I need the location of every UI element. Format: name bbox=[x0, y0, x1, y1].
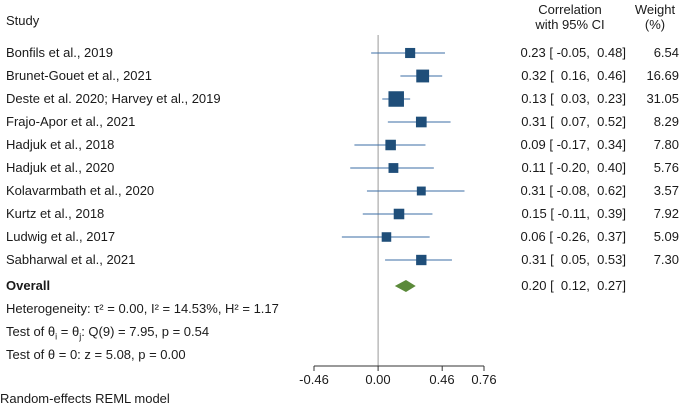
study-column-header: Study bbox=[6, 13, 40, 28]
study-weight: 6.54 bbox=[653, 45, 679, 60]
study-point-estimate bbox=[381, 232, 392, 242]
study-label: Ludwig et al., 2017 bbox=[6, 229, 116, 244]
study-weight: 5.76 bbox=[653, 160, 679, 175]
weight-header-line2: (%) bbox=[644, 17, 666, 32]
study-weight: 8.29 bbox=[653, 114, 679, 129]
study-point-estimate bbox=[405, 47, 416, 59]
x-tick-label: 0.76 bbox=[471, 372, 497, 387]
study-point-estimate bbox=[388, 163, 399, 173]
study-label: Hadjuk et al., 2018 bbox=[6, 137, 115, 152]
study-label: Frajo-Apor et al., 2021 bbox=[6, 114, 136, 129]
homogeneity-test-mid: = θ bbox=[57, 324, 80, 339]
x-tick-label: -0.46 bbox=[299, 372, 329, 387]
x-tick-label: 0.00 bbox=[365, 372, 391, 387]
overall-ci-value: 0.20 [ 0.12, 0.27] bbox=[521, 278, 626, 293]
study-point-estimate bbox=[415, 116, 427, 128]
study-weight: 16.69 bbox=[646, 68, 679, 83]
overall-label: Overall bbox=[6, 278, 51, 293]
weight-header-line1: Weight bbox=[634, 2, 676, 17]
study-point-estimate bbox=[388, 91, 404, 107]
study-weight: 7.80 bbox=[653, 137, 679, 152]
study-label: Deste et al. 2020; Harvey et al., 2019 bbox=[6, 91, 221, 106]
zero-effect-test: Test of θ = 0: z = 5.08, p = 0.00 bbox=[6, 347, 186, 362]
study-weight: 31.05 bbox=[646, 91, 679, 106]
model-note: Random-effects REML model bbox=[0, 391, 170, 406]
study-ci-value: 0.31 [ -0.08, 0.62] bbox=[520, 183, 626, 198]
homogeneity-test: Test of θi = θj: Q(9) = 7.95, p = 0.54 bbox=[6, 324, 209, 345]
heterogeneity-stats: Heterogeneity: τ² = 0.00, I² = 14.53%, H… bbox=[6, 301, 279, 316]
study-ci-value: 0.13 [ 0.03, 0.23] bbox=[521, 91, 626, 106]
study-label: Brunet-Gouet et al., 2021 bbox=[6, 68, 152, 83]
study-ci-value: 0.23 [ -0.05, 0.48] bbox=[520, 45, 626, 60]
study-ci-value: 0.06 [ -0.26, 0.37] bbox=[520, 229, 626, 244]
study-ci-value: 0.11 [ -0.20, 0.40] bbox=[521, 160, 626, 175]
study-point-estimate bbox=[385, 139, 396, 151]
study-weight: 5.09 bbox=[653, 229, 679, 244]
correlation-header-line2: with 95% CI bbox=[535, 17, 605, 32]
homogeneity-test-result: : Q(9) = 7.95, p = 0.54 bbox=[81, 324, 210, 339]
study-label: Sabharwal et al., 2021 bbox=[6, 252, 136, 267]
study-ci-value: 0.32 [ 0.16, 0.46] bbox=[521, 68, 626, 83]
study-label: Hadjuk et al., 2020 bbox=[6, 160, 115, 175]
homogeneity-test-prefix: Test of θ bbox=[6, 324, 56, 339]
study-point-estimate bbox=[416, 69, 430, 83]
study-label: Bonfils et al., 2019 bbox=[6, 45, 113, 60]
study-label: Kurtz et al., 2018 bbox=[6, 206, 105, 221]
study-point-estimate bbox=[416, 254, 427, 266]
study-point-estimate bbox=[393, 208, 405, 220]
homogeneity-test-subscript-i: i bbox=[55, 331, 58, 342]
study-weight: 7.30 bbox=[653, 252, 679, 267]
overall-diamond bbox=[394, 280, 416, 292]
homogeneity-test-subscript-j: j bbox=[79, 331, 82, 342]
study-ci-value: 0.09 [ -0.17, 0.34] bbox=[520, 137, 626, 152]
study-ci-value: 0.31 [ 0.07, 0.52] bbox=[521, 114, 626, 129]
study-ci-value: 0.15 [ -0.11, 0.39] bbox=[521, 206, 626, 221]
x-tick-label: 0.46 bbox=[429, 372, 455, 387]
study-weight: 7.92 bbox=[653, 206, 679, 221]
study-point-estimate bbox=[416, 186, 426, 196]
correlation-header-line1: Correlation bbox=[538, 2, 602, 17]
study-weight: 3.57 bbox=[653, 183, 679, 198]
study-ci-value: 0.31 [ 0.05, 0.53] bbox=[521, 252, 626, 267]
study-label: Kolavarmbath et al., 2020 bbox=[6, 183, 155, 198]
